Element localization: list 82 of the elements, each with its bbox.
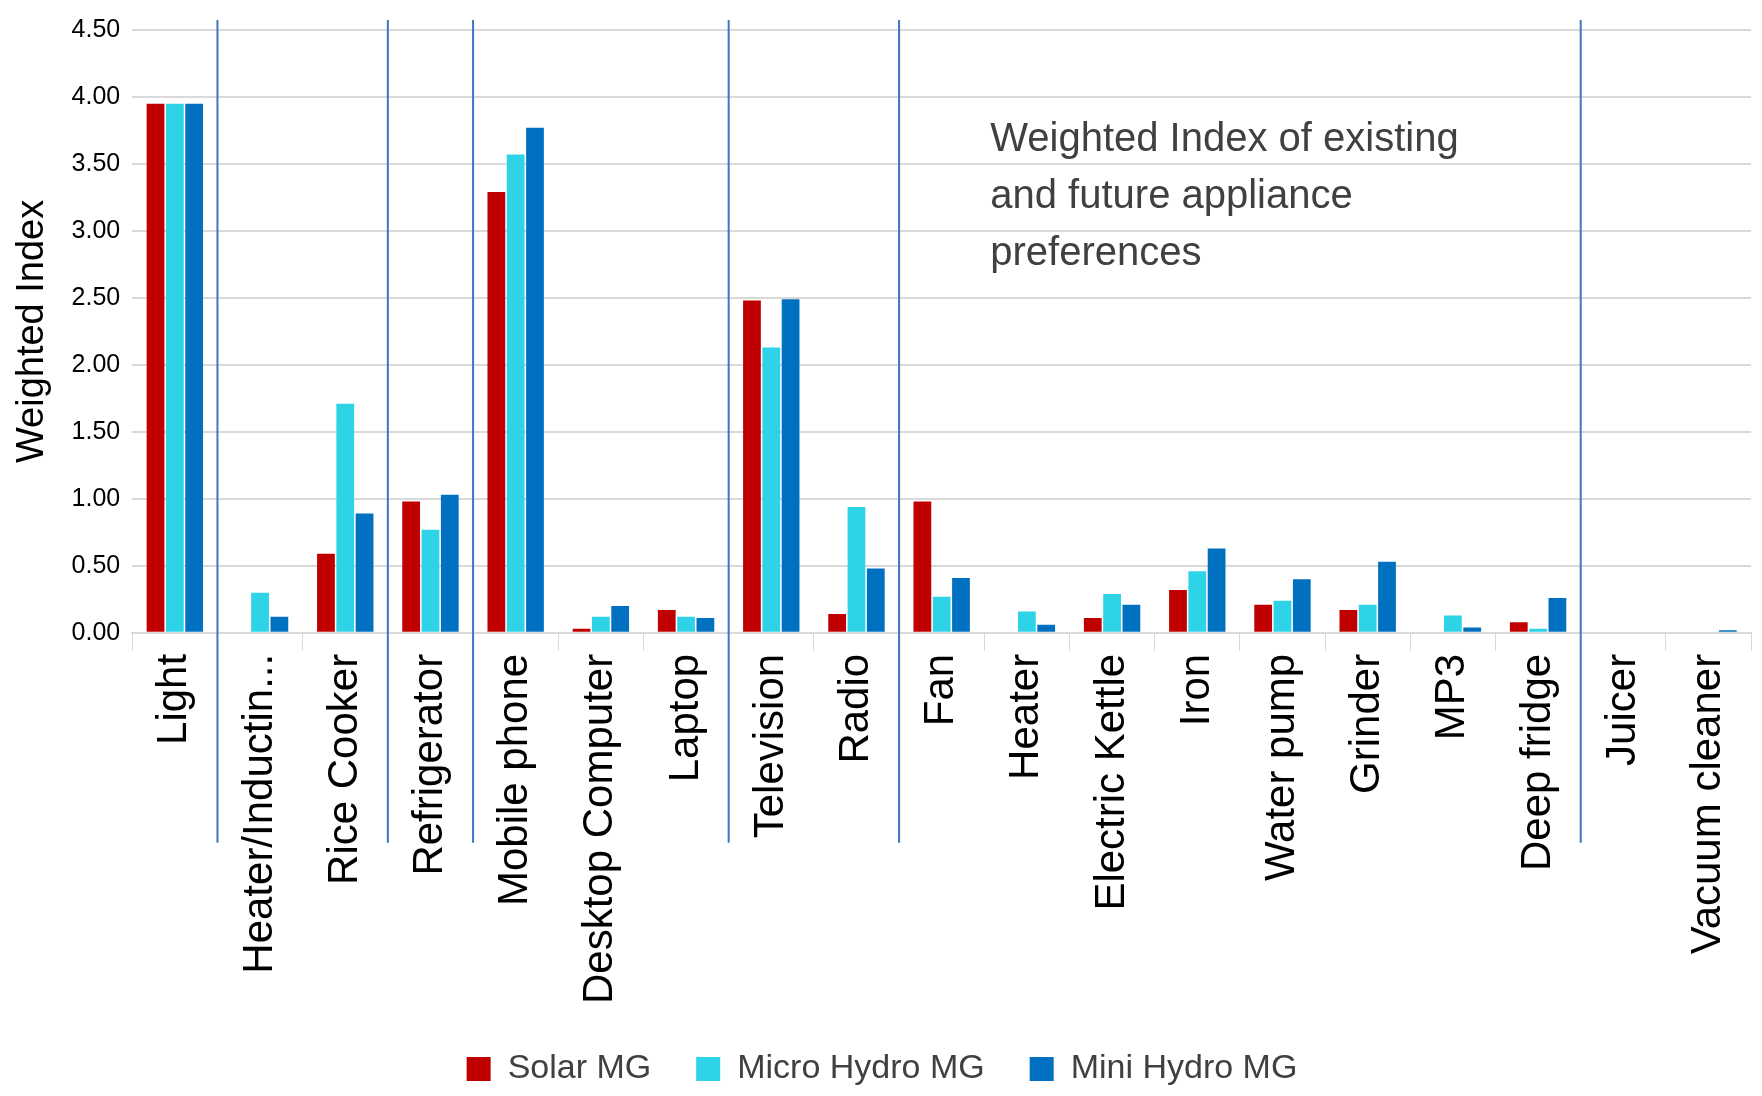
annotation: Weighted Index of existing and future appliance preferences xyxy=(990,115,1459,274)
bar xyxy=(1444,615,1462,632)
bar xyxy=(913,501,932,632)
bar xyxy=(847,506,866,632)
bar xyxy=(1273,600,1292,632)
bar xyxy=(355,513,374,632)
bar xyxy=(591,616,610,632)
y-axis-title: Weighted Index xyxy=(9,199,52,464)
bar xyxy=(1509,622,1528,632)
bar xyxy=(762,347,781,632)
bar xyxy=(146,103,165,632)
bar xyxy=(743,300,761,632)
bar xyxy=(1254,604,1273,632)
x-tick-label: Deep fridge xyxy=(1511,653,1559,871)
bar xyxy=(317,553,335,632)
bar xyxy=(440,494,459,632)
bar xyxy=(336,403,355,632)
x-tick-label: Television xyxy=(744,653,792,839)
bar xyxy=(185,103,204,632)
bar xyxy=(1339,610,1358,632)
bar xyxy=(421,529,440,632)
bar xyxy=(572,628,591,632)
bar xyxy=(1378,561,1396,632)
bar xyxy=(952,577,970,632)
bar xyxy=(1083,618,1102,632)
bar xyxy=(932,596,951,632)
y-tick-label: 1.50 xyxy=(71,415,121,444)
y-tick-label: 3.00 xyxy=(71,214,121,243)
y-tick-label: 4.00 xyxy=(71,80,121,109)
y-tick-label: 3.50 xyxy=(71,147,121,176)
x-tick-label: Electric Kettle xyxy=(1085,653,1133,911)
y-tick-label: 2.50 xyxy=(71,281,121,310)
bar xyxy=(1103,594,1121,632)
x-tick-label: Light xyxy=(148,653,196,745)
bar xyxy=(1207,548,1226,632)
legend-label: Mini Hydro MG xyxy=(1070,1047,1298,1086)
bar xyxy=(1018,611,1036,632)
bar xyxy=(1169,589,1187,632)
x-tick-label: Radio xyxy=(830,653,878,764)
x-tick-label: Heater xyxy=(1000,653,1048,780)
bar xyxy=(270,616,289,632)
y-tick-label: 4.50 xyxy=(71,13,121,42)
x-tick-label: Water pump xyxy=(1256,653,1304,882)
legend-label: Solar MG xyxy=(507,1047,652,1086)
bar xyxy=(1188,571,1207,632)
x-tick-label: Laptop xyxy=(659,653,707,783)
x-tick-label: Fan xyxy=(915,653,963,727)
bar xyxy=(1122,604,1141,632)
x-tick-label: Mobile phone xyxy=(489,653,537,907)
bar xyxy=(251,592,269,632)
y-tick-label: 1.00 xyxy=(71,482,121,511)
bar xyxy=(781,299,800,632)
bar xyxy=(506,154,525,632)
bar xyxy=(696,618,715,632)
bar xyxy=(677,616,695,632)
bar xyxy=(1529,628,1547,632)
x-tick-label: Grinder xyxy=(1341,653,1389,794)
bar xyxy=(526,127,544,632)
x-tick-label: Refrigerator xyxy=(404,653,452,876)
bar xyxy=(1548,598,1567,632)
x-tick-label: Iron xyxy=(1170,653,1218,727)
bar xyxy=(611,606,630,632)
legend-label: Micro Hydro MG xyxy=(737,1047,985,1086)
y-tick-label: 0.00 xyxy=(71,616,121,645)
bar xyxy=(1463,627,1482,632)
x-tick-label: MP3 xyxy=(1426,653,1474,741)
bar xyxy=(1358,604,1377,632)
y-tick-label: 0.50 xyxy=(71,549,121,578)
bar xyxy=(657,610,676,632)
x-tick-label: Juicer xyxy=(1596,653,1644,766)
bar xyxy=(165,103,184,632)
x-tick-label: Heater/Inductin... xyxy=(233,653,281,974)
x-tick-label: Desktop Computer xyxy=(574,653,622,1005)
bar xyxy=(487,192,506,632)
y-tick-label: 2.00 xyxy=(71,348,121,377)
bar xyxy=(1037,624,1056,632)
x-tick-label: Vacuum cleaner xyxy=(1682,653,1730,955)
bar xyxy=(828,614,847,632)
bar xyxy=(402,501,421,632)
bar xyxy=(1292,579,1311,632)
x-tick-label: Rice Cooker xyxy=(318,653,366,885)
bar xyxy=(866,568,885,632)
